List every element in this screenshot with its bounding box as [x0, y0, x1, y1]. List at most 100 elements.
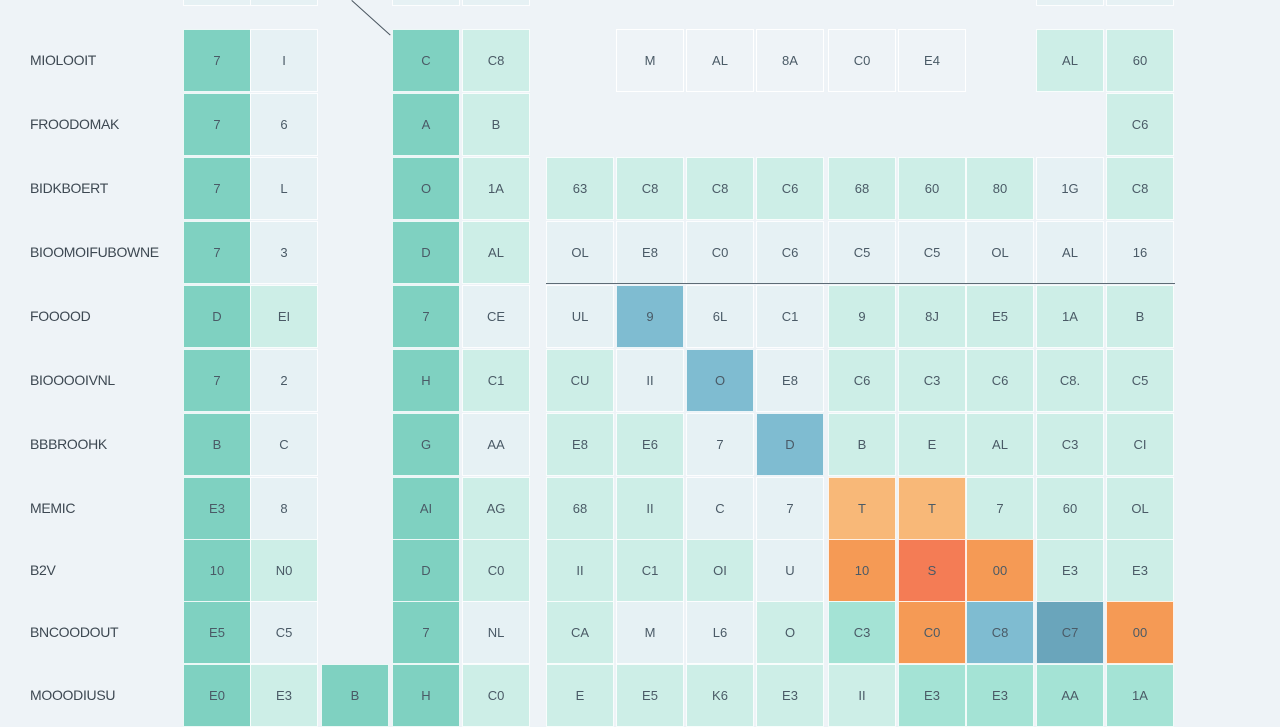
- heatmap-cell-r4-c7: 6L: [686, 285, 754, 348]
- heatmap-cell-top-3: 8: [462, 0, 530, 6]
- heatmap-cell-r10-c7: K6: [686, 664, 754, 727]
- heatmap-cell-r9-c11: C8: [966, 601, 1034, 664]
- heatmap-cell-r7-c13: OL: [1106, 477, 1174, 540]
- heatmap-cell-r8-c0: 10: [183, 539, 251, 602]
- heatmap-cell-r10-c10: E3: [898, 664, 966, 727]
- heatmap-cell-r6-c13: CI: [1106, 413, 1174, 476]
- heatmap-cell-r8-c11: 00: [966, 539, 1034, 602]
- heatmap-cell-r5-c11: C6: [966, 349, 1034, 412]
- heatmap-cell-r10-c3: H: [392, 664, 460, 727]
- heatmap-cell-r8-c3: D: [392, 539, 460, 602]
- heatmap-cell-r9-c0: E5: [183, 601, 251, 664]
- row-label: FOOOOD: [30, 307, 91, 324]
- heatmap-cell-r2-c10: 60: [898, 157, 966, 220]
- heatmap-cell-r0-c6: M: [616, 29, 684, 92]
- heatmap-cell-top-2: 0: [392, 0, 460, 6]
- heatmap-cell-r4-c6: 9: [616, 285, 684, 348]
- heatmap-cell-r9-c5: CA: [546, 601, 614, 664]
- heatmap-cell-r10-c11: E3: [966, 664, 1034, 727]
- heatmap-cell-top-5: 80: [1106, 0, 1174, 6]
- heatmap-cell-r8-c9: 10: [828, 539, 896, 602]
- row-label: FROODOMAK: [30, 115, 120, 132]
- heatmap-cell-r9-c4: NL: [462, 601, 530, 664]
- row-label: BIDKBOERT: [30, 179, 108, 196]
- heatmap-cell-r5-c5: CU: [546, 349, 614, 412]
- heatmap-cell-r0-c13: AL: [1036, 29, 1104, 92]
- heatmap-cell-r1-c3: A: [392, 93, 460, 156]
- heatmap-cell-top-0: 8: [183, 0, 251, 6]
- heatmap-cell-r2-c6: C8: [616, 157, 684, 220]
- heatmap-cell-r7-c3: AI: [392, 477, 460, 540]
- heatmap-cell-r7-c10: T: [898, 477, 966, 540]
- heatmap-cell-r10-c8: E3: [756, 664, 824, 727]
- heatmap-cell-r5-c8: E8: [756, 349, 824, 412]
- heatmap-cell-r9-c13: 00: [1106, 601, 1174, 664]
- heatmap-cell-r6-c5: E8: [546, 413, 614, 476]
- heatmap-cell-r6-c6: E6: [616, 413, 684, 476]
- heatmap-cell-r4-c8: C1: [756, 285, 824, 348]
- heatmap-cell-r10-c6: E5: [616, 664, 684, 727]
- heatmap-cell-r10-c0: E0: [183, 664, 251, 727]
- heatmap-cell-r4-c0: D: [183, 285, 251, 348]
- heatmap-cell-r8-c10: S: [898, 539, 966, 602]
- heatmap-cell-r10-c9: II: [828, 664, 896, 727]
- heatmap-cell-r8-c5: II: [546, 539, 614, 602]
- heatmap-cell-r9-c10: C0: [898, 601, 966, 664]
- heatmap-cell-r3-c4: AL: [462, 221, 530, 284]
- heatmap-cell-r3-c5: OL: [546, 221, 614, 284]
- heatmap-cell-r5-c13: C5: [1106, 349, 1174, 412]
- heatmap-cell-r9-c8: O: [756, 601, 824, 664]
- heatmap-cell-r3-c7: C0: [686, 221, 754, 284]
- heatmap-cell-r3-c8: C6: [756, 221, 824, 284]
- heatmap-cell-r7-c5: 68: [546, 477, 614, 540]
- heatmap-cell-r9-c12: C7: [1036, 601, 1104, 664]
- heatmap-cell-r5-c1: 2: [250, 349, 318, 412]
- row-label: MIOLOOIT: [30, 51, 97, 68]
- heatmap-cell-r3-c10: C5: [898, 221, 966, 284]
- heatmap-cell-r2-c12: 1G: [1036, 157, 1104, 220]
- heatmap-cell-top-1: 80: [250, 0, 318, 6]
- heatmap-cell-r5-c4: C1: [462, 349, 530, 412]
- diagonal-line: [351, 0, 391, 36]
- heatmap-cell-r10-c1: E3: [250, 664, 318, 727]
- heatmap-cell-r8-c1: N0: [250, 539, 318, 602]
- heatmap-cell-r1-c0: 7: [183, 93, 251, 156]
- heatmap-cell-r3-c0: 7: [183, 221, 251, 284]
- heatmap-cell-r7-c1: 8: [250, 477, 318, 540]
- heatmap-cell-r3-c13: 16: [1106, 221, 1174, 284]
- heatmap-cell-r2-c0: 7: [183, 157, 251, 220]
- heatmap-cell-r4-c9: 9: [828, 285, 896, 348]
- heatmap-cell-r10-c5: E: [546, 664, 614, 727]
- heatmap-cell-r7-c6: II: [616, 477, 684, 540]
- heatmap-cell-r6-c7: 7: [686, 413, 754, 476]
- heatmap-cell-r7-c11: 7: [966, 477, 1034, 540]
- heatmap-cell-r5-c0: 7: [183, 349, 251, 412]
- heatmap-cell-r4-c5: UL: [546, 285, 614, 348]
- heatmap-cell-r4-c4: CE: [462, 285, 530, 348]
- heatmap-cell-r8-c8: U: [756, 539, 824, 602]
- heatmap-cell-r0-c4: C8: [462, 29, 530, 92]
- heatmap-cell-r7-c12: 60: [1036, 477, 1104, 540]
- heatmap-cell-r9-c3: 7: [392, 601, 460, 664]
- heatmap-cell-r9-c7: L6: [686, 601, 754, 664]
- heatmap-cell-r1-c13: C6: [1106, 93, 1174, 156]
- heatmap-cell-r8-c6: C1: [616, 539, 684, 602]
- heatmap-cell-r3-c3: D: [392, 221, 460, 284]
- heatmap-cell-r2-c9: 68: [828, 157, 896, 220]
- row-label: B2V: [30, 561, 56, 578]
- heatmap-cell-r2-c5: 63: [546, 157, 614, 220]
- heatmap-cell-r2-c7: C8: [686, 157, 754, 220]
- heatmap-cell-r7-c7: C: [686, 477, 754, 540]
- heatmap-cell-r3-c12: AL: [1036, 221, 1104, 284]
- heatmap-cell-r1-c4: B: [462, 93, 530, 156]
- row-label: MEMIC: [30, 499, 76, 516]
- heatmap-cell-r0-c8: 8A: [756, 29, 824, 92]
- heatmap-cell-r8-c7: OI: [686, 539, 754, 602]
- row-label: MOOODIUSU: [30, 686, 116, 703]
- heatmap-cell-r7-c4: AG: [462, 477, 530, 540]
- heatmap-cell-r8-c4: C0: [462, 539, 530, 602]
- heatmap-cell-r6-c3: G: [392, 413, 460, 476]
- row-label: BIOOOOIVNL: [30, 371, 115, 388]
- heatmap-cell-r10-c13: 1A: [1106, 664, 1174, 727]
